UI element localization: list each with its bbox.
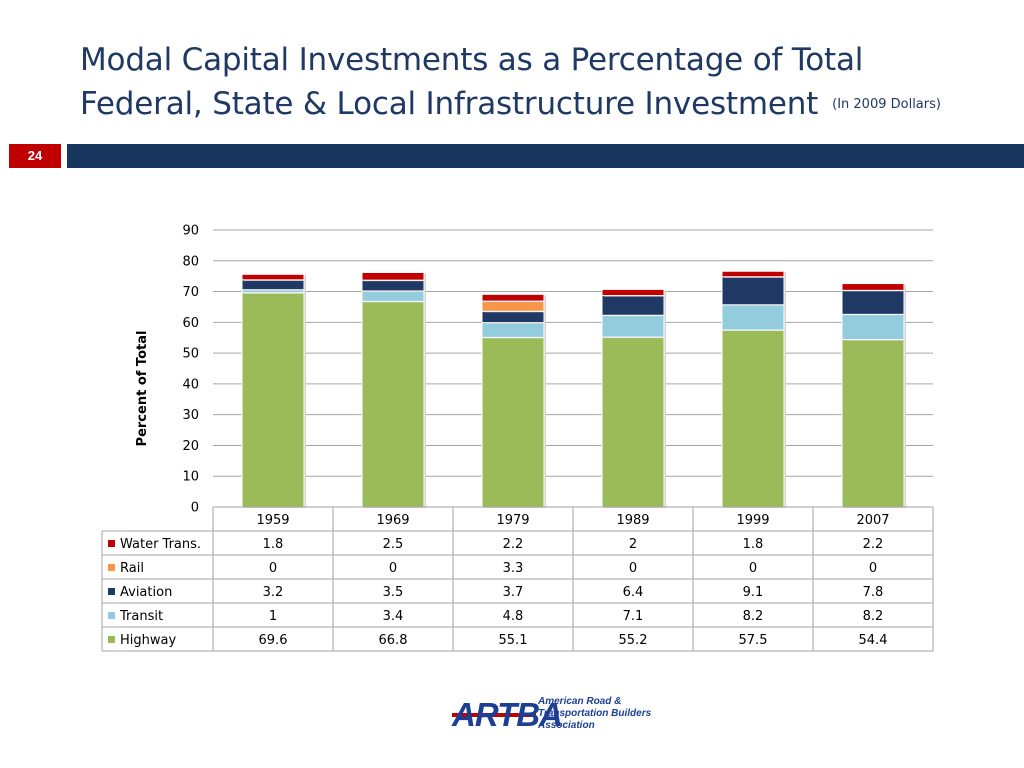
table-value: 55.1 <box>499 633 528 648</box>
title-line-2-text: Federal, State & Local Infrastructure In… <box>80 86 819 122</box>
bar-segment-transit <box>841 313 905 341</box>
legend-label: Transit <box>119 609 163 624</box>
bar-segment-highway <box>361 300 425 508</box>
table-value: 3.5 <box>383 585 404 600</box>
page-number-badge: 24 <box>9 144 61 168</box>
table-value: 0 <box>869 561 877 576</box>
y-tick-label: 30 <box>182 408 199 423</box>
y-axis-label: Percent of Total <box>135 331 150 447</box>
bar-segment-highway <box>601 336 665 508</box>
legend-label: Water Trans. <box>120 537 201 552</box>
logo-text: American Road & Transportation Builders … <box>538 696 658 732</box>
legend-swatch <box>108 540 115 547</box>
bar-segment-highway <box>721 329 785 508</box>
bar-segment-aviation <box>721 276 785 306</box>
bar-segment-aviation <box>841 289 905 315</box>
table-value: 7.8 <box>863 585 884 600</box>
slide-title: Modal Capital Investments as a Percentag… <box>80 38 1010 127</box>
legend-label: Rail <box>120 561 144 576</box>
bar-segment-aviation <box>241 279 305 291</box>
bar-segment-transit <box>601 314 665 338</box>
y-tick-label: 70 <box>182 285 199 300</box>
legend-swatch <box>108 588 115 595</box>
bar-segment-highway <box>241 292 305 508</box>
table-value: 2.2 <box>863 537 884 552</box>
bar-segment-water-trans <box>481 293 545 302</box>
table-value: 66.8 <box>379 633 408 648</box>
table-value: 0 <box>269 561 277 576</box>
table-value: 1 <box>269 609 277 624</box>
table-value: 69.6 <box>259 633 288 648</box>
y-tick-label: 40 <box>182 377 199 392</box>
table-value: 55.2 <box>619 633 648 648</box>
x-category-label: 1979 <box>496 513 529 528</box>
y-tick-label: 80 <box>182 254 199 269</box>
bar-segment-transit <box>361 290 425 302</box>
title-divider-bar <box>67 144 1024 168</box>
legend-swatch <box>108 612 115 619</box>
y-tick-label: 90 <box>182 224 199 239</box>
table-value: 4.8 <box>503 609 524 624</box>
y-tick-label: 0 <box>191 501 199 516</box>
title-line-2: Federal, State & Local Infrastructure In… <box>80 82 1010 127</box>
logo-line-1: American Road & <box>538 696 622 707</box>
legend-label: Aviation <box>120 585 172 600</box>
bar-segment-rail <box>481 300 545 312</box>
x-category-label: 1969 <box>376 513 409 528</box>
logo-mark: ARTBA <box>452 696 563 733</box>
artba-logo: ARTBA American Road & Transportation Bui… <box>452 694 652 738</box>
bar-segment-water-trans <box>241 273 305 281</box>
table-value: 0 <box>389 561 397 576</box>
table-value: 3.2 <box>263 585 284 600</box>
legend-swatch <box>108 564 115 571</box>
table-value: 3.4 <box>383 609 404 624</box>
bar-segment-water-trans <box>361 271 425 281</box>
table-value: 2 <box>629 537 637 552</box>
bar-segment-transit <box>481 322 545 338</box>
table-value: 1.8 <box>263 537 284 552</box>
table-value: 9.1 <box>743 585 764 600</box>
table-value: 54.4 <box>859 633 888 648</box>
table-value: 3.3 <box>503 561 524 576</box>
bar-segment-water-trans <box>841 283 905 291</box>
bar-segment-highway <box>841 339 905 508</box>
table-value: 1.8 <box>743 537 764 552</box>
bar-segment-aviation <box>481 310 545 324</box>
bar-segment-water-trans <box>601 288 665 297</box>
legend-label: Highway <box>120 633 176 648</box>
table-value: 8.2 <box>863 609 884 624</box>
bar-segment-aviation <box>361 279 425 292</box>
subtitle: (In 2009 Dollars) <box>832 97 941 112</box>
logo-stripe <box>452 713 536 717</box>
table-value: 7.1 <box>623 609 644 624</box>
y-tick-label: 60 <box>182 316 199 331</box>
table-value: 3.7 <box>503 585 524 600</box>
bar-segment-transit <box>721 304 785 331</box>
table-value: 2.5 <box>383 537 404 552</box>
y-tick-label: 10 <box>182 470 199 485</box>
y-tick-label: 50 <box>182 347 199 362</box>
x-category-label: 1999 <box>736 513 769 528</box>
x-category-label: 1959 <box>256 513 289 528</box>
logo-line-2: Transportation Builders <box>538 708 652 719</box>
title-line-1: Modal Capital Investments as a Percentag… <box>80 42 864 78</box>
x-category-label: 2007 <box>856 513 889 528</box>
table-value: 6.4 <box>623 585 644 600</box>
bar-segment-highway <box>481 336 545 508</box>
table-value: 57.5 <box>739 633 768 648</box>
legend-swatch <box>108 636 115 643</box>
table-value: 0 <box>749 561 757 576</box>
y-tick-label: 20 <box>182 439 199 454</box>
table-value: 0 <box>629 561 637 576</box>
table-value: 8.2 <box>743 609 764 624</box>
bar-segment-water-trans <box>721 270 785 278</box>
table-value: 2.2 <box>503 537 524 552</box>
bar-segment-aviation <box>601 295 665 316</box>
logo-line-3: Association <box>538 720 595 731</box>
x-category-label: 1989 <box>616 513 649 528</box>
